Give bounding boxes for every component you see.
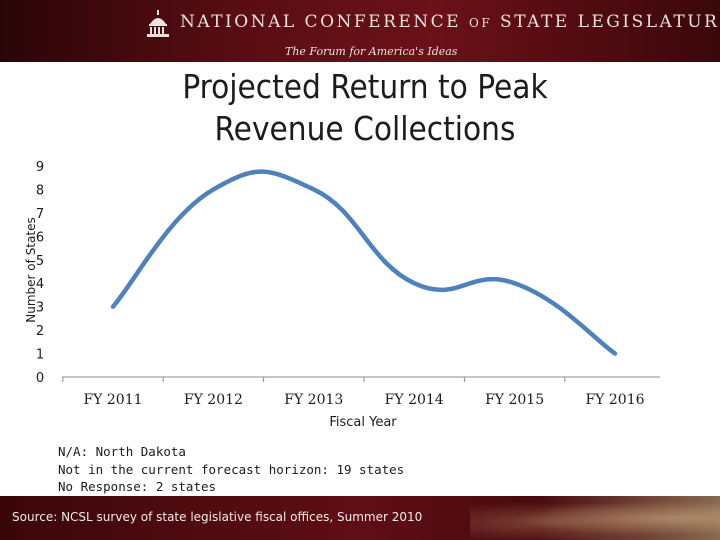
y-tick-label: 2 [36, 324, 44, 339]
decorative-ornament [470, 496, 720, 540]
x-tick-label: FY 2011 [83, 392, 142, 408]
chart-title-line-1: Projected Return to Peak [182, 67, 548, 106]
notes: N/A: North Dakota Not in the current for… [58, 443, 404, 496]
line-chart: 0 1 2 3 4 5 6 7 8 9 FY 2011 FY 2012 FY 2013 FY 2014 FY… [36, 160, 660, 430]
chart-title-line-2: Revenue Collections [214, 109, 516, 148]
y-tick-label: 4 [36, 277, 44, 292]
capitol-dome-icon [147, 10, 169, 37]
series-line [110, 169, 618, 356]
y-tick-label: 0 [36, 371, 44, 386]
x-tick-label: FY 2016 [585, 392, 644, 408]
x-tick-label: FY 2012 [184, 392, 243, 408]
y-tick-label: 5 [36, 254, 44, 269]
x-tick-label: FY 2014 [385, 392, 444, 408]
source-note: Source: NCSL survey of state legislative… [12, 510, 423, 524]
tagline: The Forum for America's Ideas [285, 45, 458, 58]
x-tick-label: FY 2015 [485, 392, 544, 408]
y-tick-label: 1 [36, 348, 44, 363]
note-forecast-horizon: Not in the current forecast horizon: 19 … [58, 461, 405, 477]
organization-name: NATIONAL CONFERENCE of STATE LEGISLATURE… [180, 12, 720, 32]
y-tick-label: 6 [36, 230, 44, 245]
y-tick-label: 7 [36, 207, 44, 222]
y-tick-label: 8 [36, 183, 44, 198]
y-tick-label: 9 [36, 160, 44, 175]
note-no-response: No Response: 2 states [58, 479, 217, 494]
x-axis-label: Fiscal Year [329, 415, 397, 430]
footer-banner: Source: NCSL survey of state legislative… [0, 496, 720, 540]
x-tick-label: FY 2013 [284, 392, 343, 408]
y-tick-label: 3 [36, 301, 44, 316]
chart-title: Projected Return to Peak Revenue Collect… [90, 66, 640, 150]
note-na: N/A: North Dakota [58, 444, 186, 459]
header-banner: NATIONAL CONFERENCE of STATE LEGISLATURE… [0, 0, 720, 62]
